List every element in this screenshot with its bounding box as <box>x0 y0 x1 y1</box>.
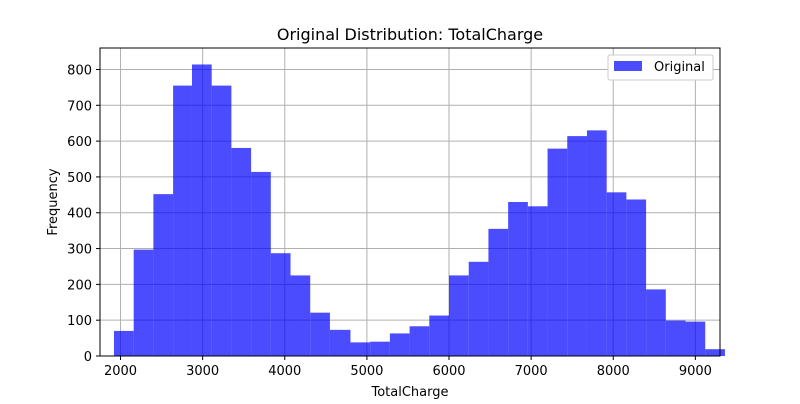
histogram-bar <box>705 349 725 356</box>
legend-swatch <box>614 61 642 71</box>
y-tick-label: 300 <box>67 243 92 258</box>
histogram-bar <box>527 206 548 356</box>
histogram-bar <box>153 194 174 356</box>
y-tick-label: 0 <box>84 350 92 365</box>
legend: Original <box>607 54 714 81</box>
y-tick-label: 800 <box>67 63 92 78</box>
histogram-bar <box>113 330 134 356</box>
histogram-bar <box>586 130 607 356</box>
y-tick-label: 500 <box>67 171 92 186</box>
histogram-bar <box>173 85 192 357</box>
histogram-bar <box>231 147 252 356</box>
y-axis-label: Frequency <box>46 168 61 235</box>
y-tick-label: 700 <box>67 99 92 114</box>
histogram-bars <box>113 64 725 357</box>
histogram-bar <box>547 148 568 356</box>
x-tick-label: 7000 <box>515 364 548 379</box>
histogram-bar <box>350 342 371 356</box>
y-tick-label: 200 <box>67 278 92 293</box>
histogram-bar <box>429 315 450 356</box>
histogram-bar <box>606 192 627 356</box>
plot-frame <box>99 47 721 357</box>
x-axis-ticks: 2000 3000 4000 5000 6000 7000 8000 9000 <box>104 356 712 379</box>
y-tick-label: 600 <box>67 135 92 150</box>
histogram-bar <box>389 333 410 356</box>
y-axis-ticks: 0 100 200 300 400 500 600 700 800 <box>67 63 100 365</box>
histogram-bar <box>626 199 647 356</box>
x-tick-label: 8000 <box>597 364 630 379</box>
x-tick-label: 9000 <box>679 364 712 379</box>
x-tick-label: 2000 <box>104 364 137 379</box>
histogram-bar <box>270 253 291 356</box>
histogram-bar <box>191 64 212 356</box>
histogram-bar <box>290 275 311 356</box>
histogram-bar <box>685 321 706 356</box>
histogram-bar <box>508 202 528 356</box>
chart-title: Original Distribution: TotalCharge <box>277 25 543 44</box>
histogram-bar <box>251 171 271 356</box>
histogram-bar <box>488 228 509 356</box>
histogram-bar <box>133 249 154 356</box>
histogram-bar <box>449 275 469 356</box>
histogram-bar <box>646 289 666 356</box>
histogram-bar <box>370 341 390 356</box>
histogram-bar <box>468 261 489 356</box>
x-tick-label: 6000 <box>432 364 465 379</box>
histogram-bar <box>409 326 430 356</box>
x-tick-label: 5000 <box>350 364 383 379</box>
legend-label: Original <box>654 60 705 75</box>
histogram-bar <box>567 136 587 356</box>
histogram-bar <box>211 85 232 357</box>
x-axis-label: TotalCharge <box>370 385 448 400</box>
histogram-bar <box>310 312 330 356</box>
x-tick-label: 3000 <box>186 364 219 379</box>
histogram-bar <box>665 320 686 356</box>
y-tick-label: 400 <box>67 207 92 222</box>
y-tick-label: 100 <box>67 314 92 329</box>
histogram-bar <box>329 329 351 356</box>
x-tick-label: 4000 <box>268 364 301 379</box>
